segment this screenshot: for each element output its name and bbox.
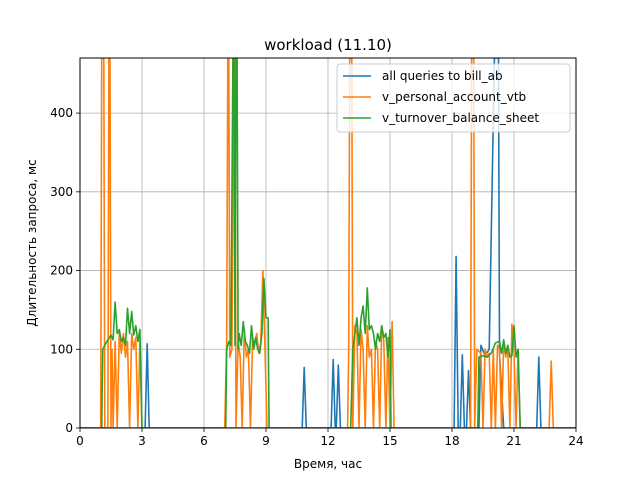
y-axis-label: Длительность запроса, мс (25, 159, 39, 326)
x-tick-label: 3 (138, 434, 146, 448)
series-group (80, 58, 576, 428)
legend-label-1: all queries to bill_ab (382, 69, 503, 83)
x-tick-label: 6 (200, 434, 208, 448)
y-tick-label: 100 (50, 342, 73, 356)
series-line-2 (80, 58, 576, 428)
x-tick-label: 15 (382, 434, 397, 448)
legend-box (336, 63, 571, 133)
x-axis: 0 3 6 9 12 15 18 21 24 (76, 428, 584, 448)
x-tick-label: 24 (568, 434, 583, 448)
x-tick-label: 9 (262, 434, 270, 448)
y-axis: 0 100 200 300 400 (50, 106, 80, 435)
y-tick-label: 200 (50, 264, 73, 278)
x-axis-label: Время, час (294, 457, 362, 471)
x-tick-label: 21 (506, 434, 521, 448)
x-tick-label: 18 (444, 434, 459, 448)
series-line-3 (80, 58, 576, 428)
y-tick-label: 0 (65, 421, 73, 435)
legend-label-2: v_personal_account_vtb (382, 90, 526, 104)
legend-label-3: v_turnover_balance_sheet (382, 111, 539, 125)
legend: all queries to bill_ab v_personal_account… (336, 63, 571, 133)
y-tick-label: 400 (50, 106, 73, 120)
x-tick-label: 0 (76, 434, 84, 448)
chart-title: workload (11.10) (264, 36, 392, 54)
x-tick-label: 12 (320, 434, 335, 448)
series-line-1 (80, 58, 576, 428)
y-tick-label: 300 (50, 185, 73, 199)
